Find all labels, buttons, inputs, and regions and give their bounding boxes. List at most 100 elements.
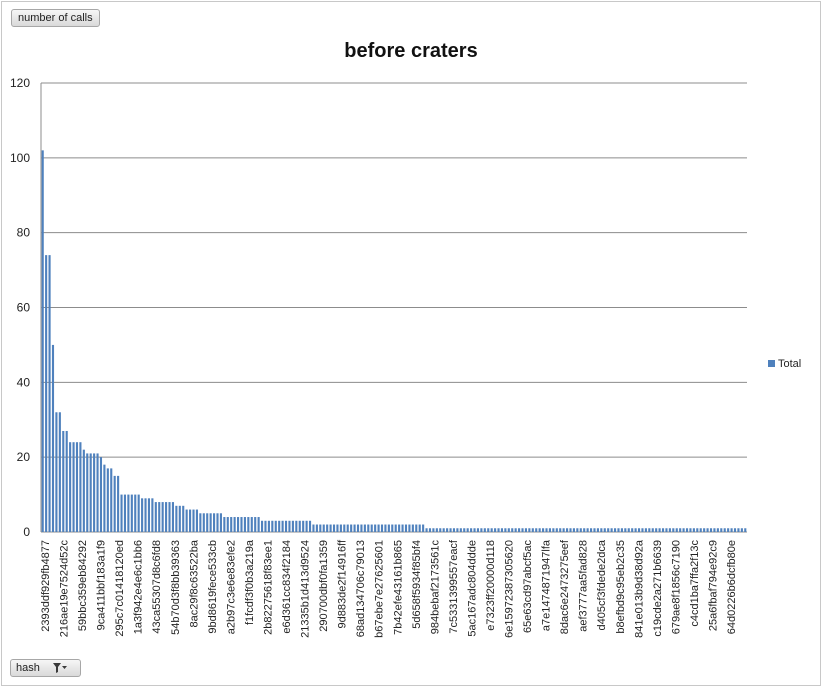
bar	[661, 528, 665, 532]
values-field-button[interactable]: number of calls	[11, 9, 100, 27]
bar	[308, 520, 312, 532]
bar	[641, 528, 644, 532]
bar	[737, 528, 740, 532]
bar	[291, 520, 294, 532]
x-tick-label: f1fcdf3f0b3a219a	[244, 539, 256, 625]
bar	[607, 528, 610, 532]
bar	[425, 528, 428, 532]
bar	[521, 528, 524, 532]
bar	[127, 494, 130, 532]
bar	[685, 528, 689, 532]
x-tick-label: 9bd8619fece533cb	[207, 540, 219, 634]
bar	[672, 528, 675, 532]
bar	[141, 498, 144, 532]
bar	[576, 528, 579, 532]
bar	[120, 494, 123, 532]
bar	[531, 528, 534, 532]
bar	[51, 344, 55, 532]
bar	[288, 520, 291, 532]
hash-field-button[interactable]: hash	[10, 659, 81, 677]
bar	[692, 528, 695, 532]
x-tick-label: d405cf3fdede2dca	[596, 539, 608, 630]
bar	[264, 520, 267, 532]
bar	[497, 528, 500, 532]
bar	[518, 528, 521, 532]
bar	[613, 528, 617, 532]
bar	[446, 528, 449, 532]
bar	[302, 520, 305, 532]
bar	[689, 528, 692, 532]
bar	[99, 457, 103, 532]
bar	[93, 453, 96, 532]
bar	[86, 453, 89, 532]
bar	[144, 498, 147, 532]
bar	[137, 494, 140, 532]
bar	[219, 513, 222, 532]
bar	[329, 524, 332, 532]
bar	[267, 520, 270, 532]
bar	[75, 442, 79, 532]
x-tick-label: 9d883de2f14916ff	[337, 539, 349, 628]
bar	[175, 505, 178, 532]
bar	[610, 528, 613, 532]
bar	[58, 412, 61, 532]
bar	[665, 528, 668, 532]
bar	[600, 528, 603, 532]
bar	[315, 524, 318, 532]
bar	[596, 528, 599, 532]
bar	[487, 528, 490, 532]
bar	[627, 528, 630, 532]
bar	[583, 528, 586, 532]
bar	[377, 524, 380, 532]
filter-dropdown-icon[interactable]	[52, 661, 68, 675]
bar	[48, 255, 51, 532]
bar	[682, 528, 685, 532]
x-tick-label: 43ca55307d8c6fd8	[151, 540, 163, 634]
bar	[278, 520, 281, 532]
bar	[247, 517, 250, 532]
bar	[257, 517, 260, 532]
x-tick-label: 7c5331399557eacf	[448, 539, 460, 634]
x-tick-label: e6d361cc834f2184	[281, 540, 293, 634]
x-tick-label: 2b82275618f83ee1	[263, 540, 275, 635]
bar	[703, 528, 706, 532]
bar	[569, 528, 572, 532]
bar	[260, 520, 264, 532]
bar	[158, 502, 161, 532]
x-tick-label: 984bebaf2173561c	[429, 540, 441, 635]
bar	[230, 517, 233, 532]
bar	[473, 528, 476, 532]
bar	[415, 524, 418, 532]
x-tick-label: 216ae19e7524d52c	[59, 540, 71, 638]
bar	[648, 528, 651, 532]
bar	[452, 528, 456, 532]
bar	[651, 528, 654, 532]
bar	[507, 528, 510, 532]
bar	[394, 524, 397, 532]
bar	[476, 528, 480, 532]
hash-field-label: hash	[16, 662, 40, 674]
bar	[713, 528, 716, 532]
bar	[195, 509, 198, 532]
x-tick-label: 679ae8f1856c7190	[670, 540, 682, 634]
bar	[346, 524, 349, 532]
bar	[295, 520, 298, 532]
bar	[322, 524, 325, 532]
x-tick-label: e7323ff20000d118	[485, 540, 497, 631]
bar	[579, 528, 582, 532]
bar	[538, 528, 541, 532]
bar	[720, 528, 723, 532]
x-tick-label: 290700dbf0fa1359	[318, 540, 330, 632]
bar	[524, 528, 527, 532]
bar	[298, 520, 301, 532]
legend-swatch	[768, 360, 775, 367]
bar	[363, 524, 366, 532]
x-tick-label: b67ebe7e27625601	[374, 540, 386, 638]
bar	[350, 524, 353, 532]
bar	[332, 524, 336, 532]
bar	[456, 528, 459, 532]
bar	[675, 528, 678, 532]
bar	[566, 528, 569, 532]
y-tick-label: 0	[23, 525, 30, 539]
